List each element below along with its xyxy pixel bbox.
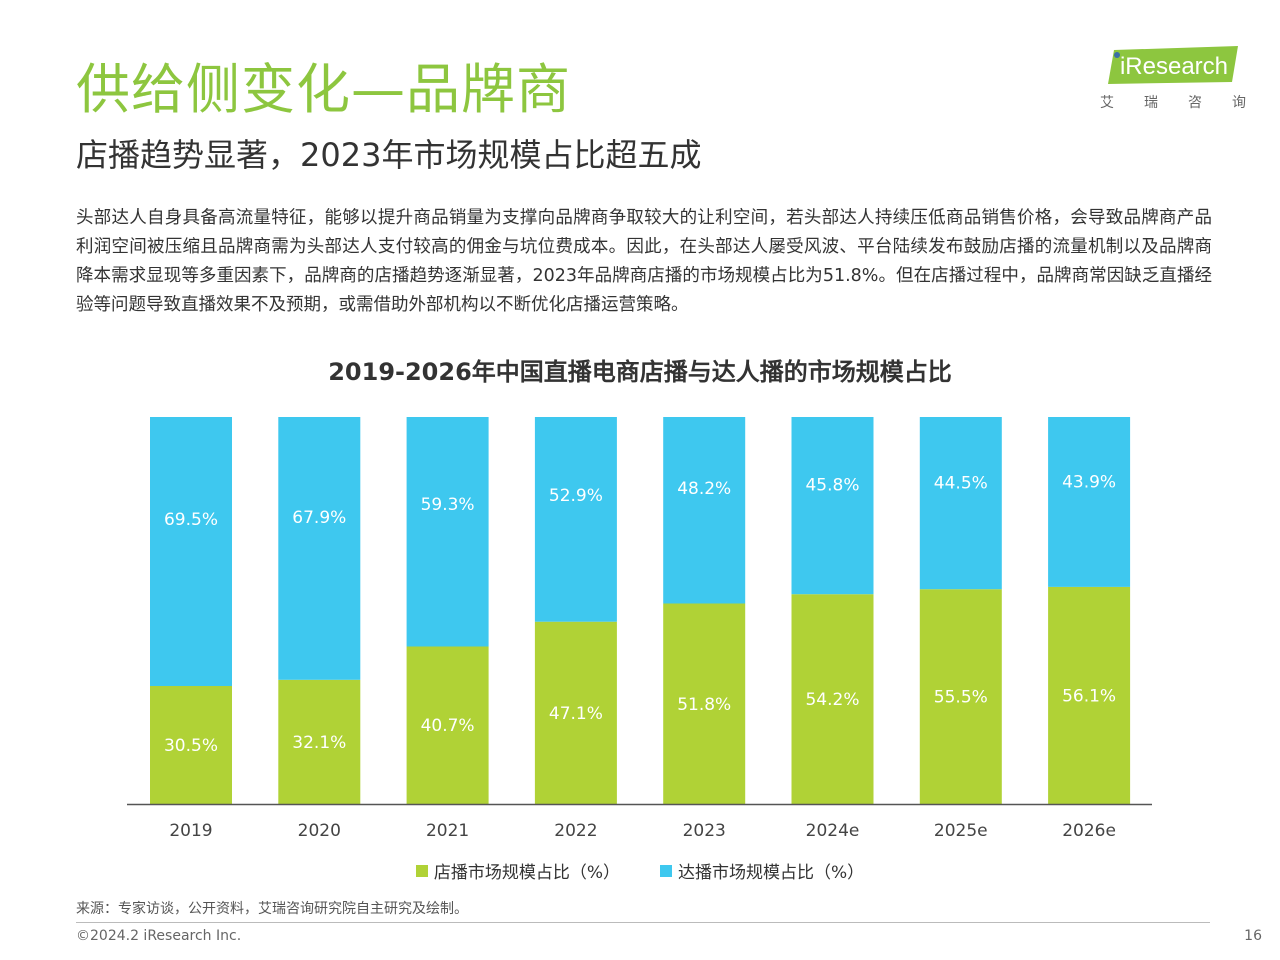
bar-segment-store-live: [278, 679, 361, 804]
legend-item-influencer-live: 达播市场规模占比（%）: [660, 858, 864, 883]
bar-segment-influencer-live: [278, 417, 361, 680]
body-paragraph-block: 头部达人自身具备高流量特征，能够以提升商品销量为支撑向品牌商争取较大的让利空间，…: [76, 204, 1212, 320]
legend-swatch-store-live: [415, 864, 428, 877]
legend-item-store-live: 店播市场规模占比（%）: [415, 858, 620, 883]
x-tick-label: 2026e: [1062, 821, 1116, 841]
data-label: 52.9%: [549, 486, 603, 506]
chart-title: 2019-2026年中国直播电商店播与达人播的市场规模占比: [328, 358, 952, 386]
bar-segment-store-live: [1048, 586, 1131, 804]
bar-segment-influencer-live: [919, 417, 1002, 590]
data-label: 67.9%: [292, 508, 346, 528]
x-tick-label: 2020: [298, 821, 341, 841]
data-label: 59.3%: [421, 495, 475, 515]
data-label: 51.8%: [677, 695, 731, 715]
bar-segment-store-live: [791, 594, 874, 804]
data-label: 54.2%: [805, 690, 859, 710]
data-label: 47.1%: [549, 704, 603, 724]
bar-segment-influencer-live: [406, 417, 489, 647]
copyright: ©2024.2 iResearch Inc.: [76, 928, 242, 944]
chart-legend: 店播市场规模占比（%） 达播市场规模占比（%）: [0, 858, 1280, 883]
footer-divider: [76, 922, 1210, 923]
data-label: 30.5%: [164, 736, 218, 756]
data-label: 40.7%: [421, 716, 475, 736]
body-paragraph: 头部达人自身具备高流量特征，能够以提升商品销量为支撑向品牌商争取较大的让利空间，…: [76, 208, 1212, 315]
legend-label-influencer-live: 达播市场规模占比（%）: [678, 863, 865, 883]
bar-segment-influencer-live: [1048, 417, 1131, 587]
bar-segment-store-live: [663, 603, 746, 804]
bar-segment-store-live: [919, 589, 1002, 804]
x-tick-label: 2022: [554, 821, 597, 841]
data-label: 55.5%: [934, 688, 988, 708]
iresearch-logo: iResearch 艾 瑞 咨 询: [1098, 40, 1248, 116]
data-label: 32.1%: [292, 733, 346, 753]
legend-label-store-live: 店播市场规模占比（%）: [433, 863, 620, 883]
x-tick-label: 2023: [683, 821, 726, 841]
data-label: 48.2%: [677, 479, 731, 499]
data-label: 69.5%: [164, 510, 218, 530]
bar-segment-influencer-live: [150, 417, 232, 686]
source-note: 来源：专家访谈，公开资料，艾瑞咨询研究院自主研究及绘制。: [76, 901, 468, 917]
x-tick-label: 2019: [169, 821, 212, 841]
page-title: 供给侧变化—品牌商: [76, 58, 571, 121]
bar-segment-store-live: [534, 621, 617, 804]
legend-swatch-influencer-live: [660, 864, 672, 877]
page-subtitle: 店播趋势显著，2023年市场规模占比超五成: [76, 136, 702, 174]
logo-char: 艾: [1100, 95, 1116, 111]
logo-char: 咨: [1188, 95, 1204, 111]
x-tick-label: 2021: [426, 821, 469, 841]
bar-segment-store-live: [150, 686, 232, 804]
data-label: 45.8%: [805, 475, 859, 495]
logo-char: 瑞: [1144, 95, 1160, 111]
x-tick-label: 2024e: [806, 821, 860, 841]
data-label: 43.9%: [1062, 473, 1116, 493]
data-label: 56.1%: [1062, 686, 1116, 706]
data-label: 44.5%: [934, 473, 988, 493]
logo-char: 询: [1232, 95, 1248, 111]
logo-wordmark-text: iResearch: [1120, 53, 1228, 80]
logo-chinese-name: 艾 瑞 咨 询: [1100, 92, 1248, 112]
bar-segment-influencer-live: [791, 417, 874, 595]
bar-segment-influencer-live: [534, 417, 617, 622]
page-number: 16: [1244, 928, 1262, 944]
x-tick-label: 2025e: [934, 821, 988, 841]
logo-wordmark: iResearch: [1108, 46, 1238, 84]
bar-segment-influencer-live: [663, 417, 746, 604]
bar-segment-store-live: [406, 646, 489, 804]
